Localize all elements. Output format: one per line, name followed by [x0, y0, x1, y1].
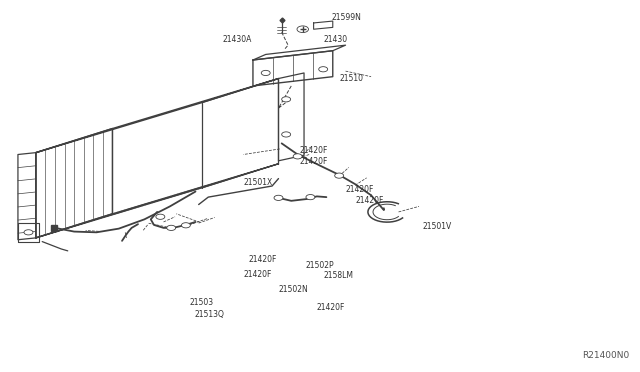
Text: 21510: 21510 — [339, 74, 363, 83]
Circle shape — [181, 223, 190, 228]
Text: 21503: 21503 — [189, 298, 213, 307]
Circle shape — [261, 70, 270, 76]
Circle shape — [274, 195, 283, 201]
Text: 21501X: 21501X — [243, 178, 273, 187]
Text: 21501V: 21501V — [422, 222, 451, 231]
Text: 21502P: 21502P — [306, 261, 335, 270]
Text: 21430A: 21430A — [223, 35, 252, 44]
Text: 21420F: 21420F — [243, 270, 272, 279]
Text: 21420F: 21420F — [248, 255, 277, 264]
Text: 21420F: 21420F — [317, 303, 345, 312]
Circle shape — [156, 214, 165, 219]
Text: 21513Q: 21513Q — [194, 310, 224, 319]
Text: 21599N: 21599N — [332, 13, 362, 22]
Circle shape — [319, 67, 328, 72]
Text: 21430: 21430 — [323, 35, 348, 44]
Text: 21420F: 21420F — [346, 185, 374, 194]
Text: 21420F: 21420F — [300, 146, 328, 155]
Circle shape — [335, 173, 344, 178]
Circle shape — [282, 132, 291, 137]
Circle shape — [24, 230, 33, 235]
Text: 21420F: 21420F — [355, 196, 383, 205]
Circle shape — [306, 195, 315, 200]
Circle shape — [293, 154, 302, 159]
Text: 2158LM: 2158LM — [323, 271, 353, 280]
Circle shape — [282, 97, 291, 102]
Text: 21502N: 21502N — [278, 285, 308, 294]
Circle shape — [297, 26, 308, 33]
Text: R21400N0: R21400N0 — [582, 351, 630, 360]
Text: 21420F: 21420F — [300, 157, 328, 166]
Circle shape — [167, 225, 175, 231]
